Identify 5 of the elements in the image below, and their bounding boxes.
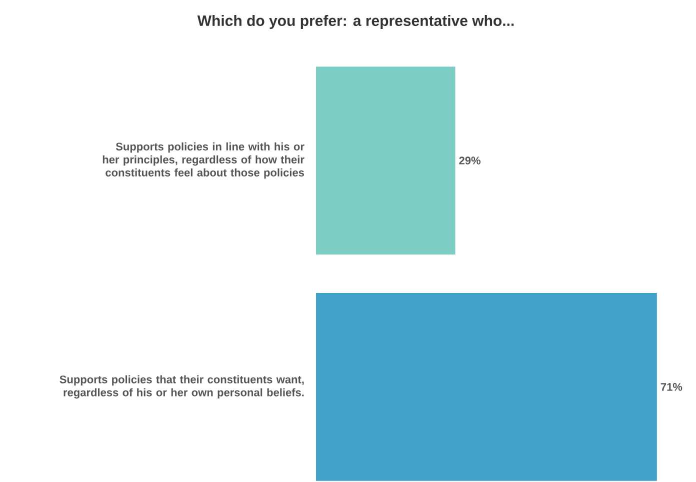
chart-title: Which do you prefer: a representative who... [197,15,514,29]
data-label: 71% [660,383,682,391]
y-tick-label: Supports policies in line with his or her principles, regardless of how their constituents feel about those policies [102,142,304,179]
data-label: 29% [459,156,480,164]
y-tick-label: Supports policies that their constituents want, regardless of his or her own personal beliefs. [60,375,304,399]
